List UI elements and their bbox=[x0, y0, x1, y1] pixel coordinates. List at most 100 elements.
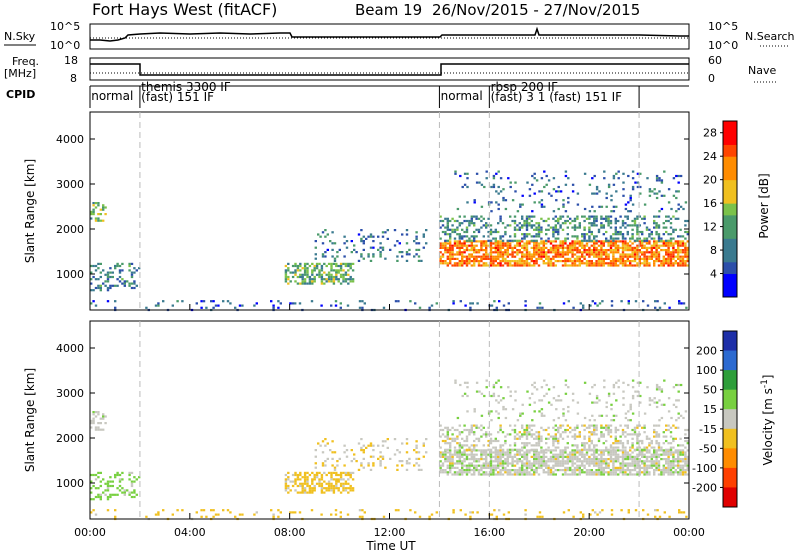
velocity-cell bbox=[634, 509, 638, 512]
velocity-cell bbox=[578, 473, 581, 476]
velocity-cell bbox=[679, 471, 682, 474]
velocity-cell bbox=[605, 462, 608, 465]
velocity-cell bbox=[600, 455, 603, 458]
power-cell bbox=[518, 242, 521, 245]
power-cell bbox=[253, 304, 256, 307]
power-cell bbox=[621, 246, 625, 249]
velocity-cell bbox=[636, 460, 639, 463]
velocity-cell bbox=[518, 473, 521, 476]
velocity-cell bbox=[643, 464, 646, 467]
power-cell bbox=[339, 275, 343, 279]
velocity-cell bbox=[672, 424, 675, 427]
velocity-cell bbox=[338, 457, 341, 460]
power-cell bbox=[154, 304, 158, 307]
power-cell bbox=[379, 255, 382, 258]
power-cell bbox=[393, 229, 397, 232]
velocity-cell bbox=[90, 498, 93, 501]
velocity-cell bbox=[564, 428, 567, 432]
velocity-cell bbox=[449, 428, 452, 432]
velocity-cell bbox=[128, 471, 131, 474]
power-cell bbox=[342, 262, 345, 265]
velocity-cell bbox=[540, 460, 543, 463]
velocity-cell bbox=[662, 458, 665, 461]
velocity-cell bbox=[684, 433, 687, 436]
velocity-cell bbox=[318, 482, 321, 485]
velocity-cell bbox=[643, 466, 646, 469]
power-cell bbox=[272, 306, 275, 309]
power-cell bbox=[557, 217, 560, 220]
power-cell bbox=[670, 207, 673, 211]
velocity-cell bbox=[600, 462, 603, 465]
velocity-cell bbox=[552, 460, 555, 463]
power-cell bbox=[585, 242, 589, 245]
velocity-cell bbox=[643, 460, 646, 463]
velocity-cell bbox=[344, 471, 348, 474]
power-cell bbox=[605, 239, 608, 242]
velocity-cell bbox=[339, 471, 343, 474]
power-cell bbox=[296, 267, 300, 270]
power-cell bbox=[601, 300, 604, 303]
velocity-cell bbox=[94, 415, 98, 418]
power-cell bbox=[588, 251, 591, 254]
power-cell bbox=[578, 240, 581, 243]
power-cell bbox=[94, 269, 98, 272]
velocity-cell bbox=[607, 473, 610, 476]
power-cell bbox=[342, 269, 345, 272]
velocity-cell bbox=[482, 473, 485, 476]
power-cell bbox=[600, 255, 603, 258]
power-cell bbox=[284, 269, 288, 272]
velocity-cell bbox=[626, 426, 629, 429]
velocity-cell bbox=[408, 457, 411, 460]
power-cell bbox=[600, 205, 604, 208]
power-cell bbox=[466, 201, 469, 204]
velocity-cell bbox=[284, 482, 288, 485]
velocity-cell bbox=[446, 426, 449, 429]
velocity-cell bbox=[521, 471, 524, 474]
power-cell bbox=[583, 257, 586, 260]
velocity-cell bbox=[583, 455, 586, 458]
velocity-cell bbox=[501, 455, 505, 458]
velocity-cell bbox=[489, 464, 493, 467]
velocity-cell bbox=[645, 458, 649, 461]
velocity-cell bbox=[566, 442, 569, 445]
power-cell bbox=[597, 230, 601, 234]
power-cell bbox=[657, 255, 661, 258]
power-cell bbox=[360, 240, 363, 243]
power-cell bbox=[489, 244, 493, 247]
power-cell bbox=[617, 251, 620, 254]
velocity-cell bbox=[624, 458, 627, 461]
power-cell bbox=[463, 215, 466, 218]
velocity-cell bbox=[593, 473, 596, 476]
power-cell bbox=[533, 215, 536, 218]
velocity-cell bbox=[480, 424, 483, 427]
power-cell bbox=[626, 215, 629, 218]
power-cell bbox=[607, 244, 610, 247]
velocity-cell bbox=[655, 449, 658, 452]
power-cell bbox=[629, 210, 632, 213]
velocity-cell bbox=[573, 426, 577, 429]
power-cell bbox=[157, 302, 160, 305]
nave-right-tick-bottom: 0 bbox=[708, 72, 715, 85]
power-cell bbox=[612, 183, 616, 186]
power-cell bbox=[583, 262, 586, 265]
power-cell bbox=[331, 242, 334, 245]
power-cell bbox=[547, 260, 550, 263]
velocity-cell bbox=[325, 489, 328, 492]
velocity-cell bbox=[624, 471, 627, 474]
velocity-cell bbox=[605, 446, 608, 449]
power-cell bbox=[588, 255, 591, 258]
velocity-cell bbox=[303, 480, 307, 483]
power-cell bbox=[106, 280, 110, 283]
velocity-cell bbox=[581, 462, 584, 465]
velocity-cell bbox=[571, 469, 574, 472]
power-cell bbox=[509, 262, 512, 265]
velocity-cell bbox=[593, 401, 596, 404]
power-cell bbox=[465, 226, 469, 229]
velocity-cell bbox=[667, 469, 670, 472]
velocity-cell bbox=[667, 460, 670, 463]
velocity-cell bbox=[518, 469, 521, 472]
power-cell bbox=[555, 199, 558, 202]
velocity-cell bbox=[645, 446, 649, 449]
power-cell bbox=[453, 264, 457, 267]
velocity-cell bbox=[181, 509, 184, 512]
